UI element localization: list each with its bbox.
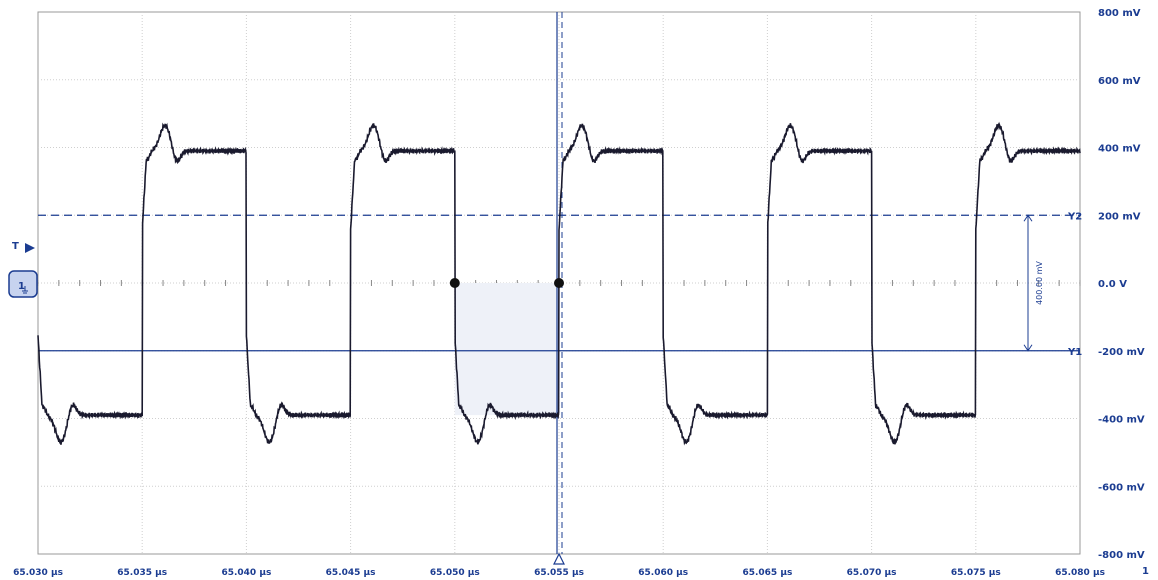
channel-label: 1 — [18, 281, 25, 292]
channel-1-marker[interactable]: 1 — [8, 270, 38, 298]
page-indicator: 1 — [1142, 566, 1149, 577]
x-tick-label: 65.070 µs — [847, 568, 897, 578]
y-axis-labels: 800 mV 600 mV 400 mV 200 mV 0.0 V -200 mV -400… — [1098, 8, 1145, 561]
x-tick-label: 65.045 µs — [326, 568, 376, 578]
shaded-area — [454, 283, 559, 416]
x-tick-label: 65.040 µs — [221, 568, 271, 578]
y-tick-label: -200 mV — [1098, 347, 1145, 358]
y-tick-label: 800 mV — [1098, 8, 1141, 19]
y-tick-label: -600 mV — [1098, 482, 1145, 493]
delta-arrow-down-icon — [1023, 344, 1033, 352]
x-tick-label: 65.075 µs — [951, 568, 1001, 578]
trigger-arrow-icon — [25, 243, 35, 253]
x-cursor-handle-icon — [553, 552, 565, 565]
delta-arrow-up-icon — [1023, 214, 1033, 222]
y1-cursor-label: Y1 — [1067, 347, 1082, 358]
waveform-trace — [37, 121, 1081, 446]
cursor-marker-dot — [449, 278, 460, 288]
y-tick-label: 200 mV — [1098, 211, 1141, 222]
cursor-markers — [449, 278, 564, 288]
x-tick-label: 65.080 µs — [1055, 568, 1105, 578]
ground-icon — [22, 286, 28, 294]
cursor-marker-dot — [554, 278, 564, 288]
x-tick-label: 65.065 µs — [742, 568, 792, 578]
y-tick-label: 600 mV — [1098, 76, 1141, 87]
x-tick-label: 65.060 µs — [638, 568, 688, 578]
y-tick-label: 0.0 V — [1098, 279, 1127, 290]
x-tick-label: 65.030 µs — [13, 568, 63, 578]
measurement-shading — [454, 283, 559, 416]
trigger-label: T — [12, 241, 19, 252]
trigger-marker[interactable]: T — [12, 241, 35, 253]
x-tick-label: 65.055 µs — [534, 568, 584, 578]
y-tick-label: -400 mV — [1098, 415, 1145, 426]
x-tick-label: 65.035 µs — [117, 568, 167, 578]
y-tick-label: -800 mV — [1098, 550, 1145, 561]
x-axis-labels: 65.030 µs 65.035 µs 65.040 µs 65.045 µs 65.0… — [13, 568, 1105, 578]
y2-cursor-label: Y2 — [1067, 211, 1082, 222]
y-tick-label: 400 mV — [1098, 144, 1141, 155]
cursor-delta-label: 400.00 mV — [1035, 261, 1044, 305]
x-tick-label: 65.050 µs — [430, 568, 480, 578]
